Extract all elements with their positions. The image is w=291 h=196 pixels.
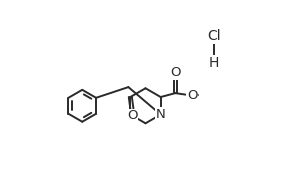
Text: Cl: Cl xyxy=(207,29,220,43)
Text: H: H xyxy=(208,56,219,70)
Text: O: O xyxy=(170,66,180,79)
Text: N: N xyxy=(156,108,166,121)
Text: O: O xyxy=(127,109,138,122)
Text: O: O xyxy=(187,89,197,102)
